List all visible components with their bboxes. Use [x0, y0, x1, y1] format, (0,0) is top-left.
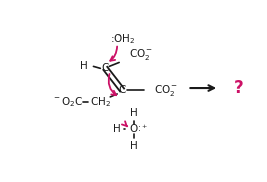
Text: H: H — [130, 141, 138, 151]
Text: $^-$O$_2$C: $^-$O$_2$C — [52, 95, 83, 109]
Text: CO$_2^-$: CO$_2^-$ — [129, 47, 153, 62]
Text: H: H — [130, 108, 138, 118]
Text: :$^+$: :$^+$ — [138, 122, 148, 134]
Text: ?: ? — [234, 79, 244, 97]
Text: C: C — [119, 85, 126, 95]
Text: H: H — [80, 61, 87, 71]
Text: CO$_2^-$: CO$_2^-$ — [154, 82, 178, 98]
Text: H: H — [113, 124, 121, 134]
Text: :OH$_2$: :OH$_2$ — [110, 32, 136, 46]
Text: C: C — [102, 63, 109, 73]
Text: ..: .. — [117, 31, 121, 37]
Text: CH$_2$: CH$_2$ — [90, 95, 111, 109]
Text: O: O — [130, 124, 138, 134]
